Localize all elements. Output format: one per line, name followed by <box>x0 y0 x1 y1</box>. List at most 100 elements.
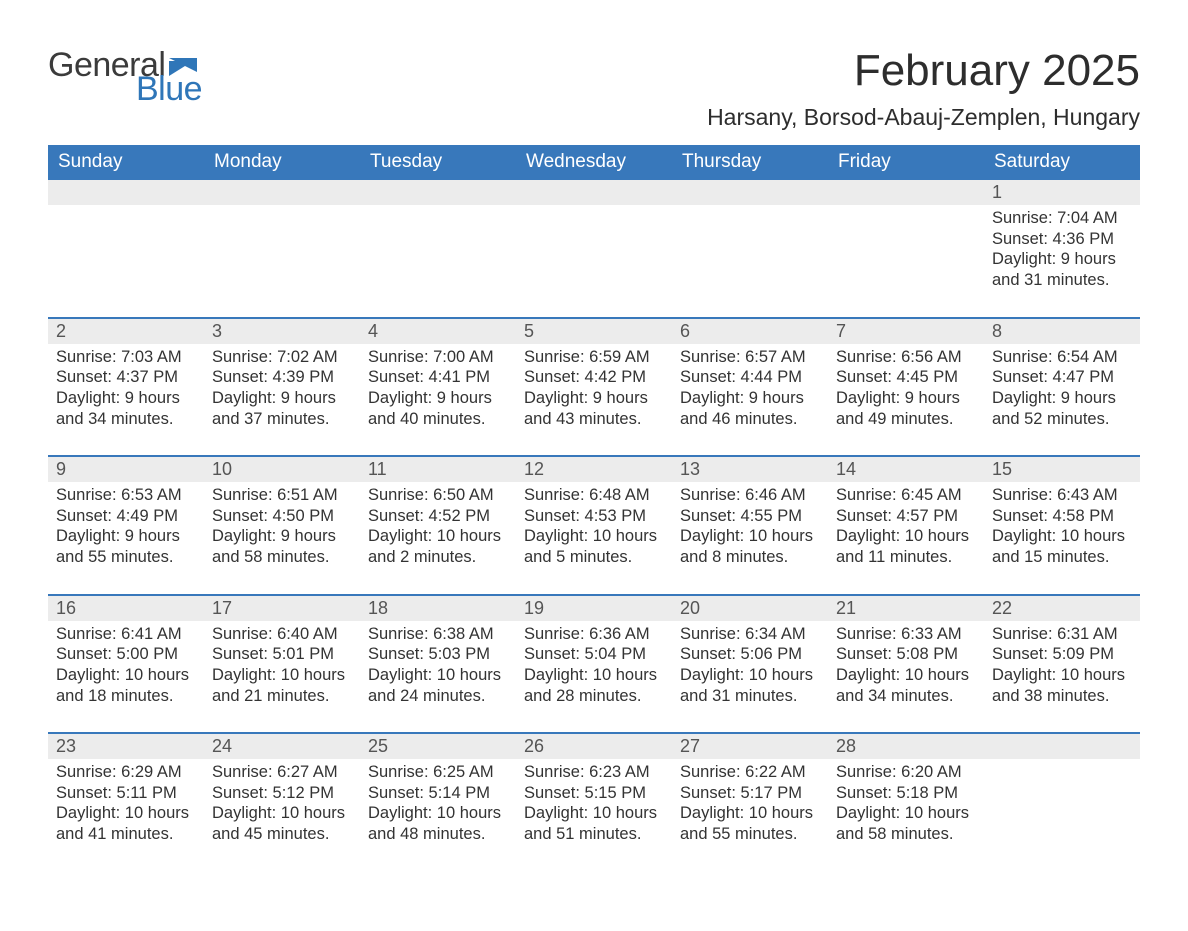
day-cell: Sunrise: 6:40 AMSunset: 5:01 PMDaylight:… <box>204 621 360 733</box>
day-number: 21 <box>828 596 984 621</box>
day-line: Sunrise: 6:54 AM <box>992 347 1132 368</box>
day-line: Sunrise: 6:48 AM <box>524 485 664 506</box>
day-line: and 18 minutes. <box>56 686 196 707</box>
day-line: Sunrise: 6:50 AM <box>368 485 508 506</box>
day-line: Sunrise: 6:34 AM <box>680 624 820 645</box>
day-number: 9 <box>48 457 204 482</box>
day-number: 11 <box>360 457 516 482</box>
day-cell: Sunrise: 7:00 AMSunset: 4:41 PMDaylight:… <box>360 344 516 456</box>
location-subtitle: Harsany, Borsod-Abauj-Zemplen, Hungary <box>707 104 1140 131</box>
day-line: Daylight: 10 hours <box>368 665 508 686</box>
day-cell: Sunrise: 6:50 AMSunset: 4:52 PMDaylight:… <box>360 482 516 594</box>
month-title: February 2025 <box>707 48 1140 94</box>
day-cell: Sunrise: 6:43 AMSunset: 4:58 PMDaylight:… <box>984 482 1140 594</box>
day-line: Daylight: 9 hours <box>56 526 196 547</box>
day-line: Sunset: 4:55 PM <box>680 506 820 527</box>
day-number <box>204 180 360 205</box>
day-cell: Sunrise: 6:25 AMSunset: 5:14 PMDaylight:… <box>360 759 516 871</box>
day-line: and 31 minutes. <box>992 270 1132 291</box>
day-cell: Sunrise: 6:22 AMSunset: 5:17 PMDaylight:… <box>672 759 828 871</box>
day-line: Daylight: 10 hours <box>992 665 1132 686</box>
day-line: Daylight: 10 hours <box>992 526 1132 547</box>
day-number: 13 <box>672 457 828 482</box>
day-cell <box>204 205 360 317</box>
day-cell: Sunrise: 6:23 AMSunset: 5:15 PMDaylight:… <box>516 759 672 871</box>
day-cell: Sunrise: 6:56 AMSunset: 4:45 PMDaylight:… <box>828 344 984 456</box>
day-line: Daylight: 10 hours <box>680 803 820 824</box>
day-line: Sunset: 5:15 PM <box>524 783 664 804</box>
day-line: Daylight: 9 hours <box>992 388 1132 409</box>
week-row: 16171819202122Sunrise: 6:41 AMSunset: 5:… <box>48 594 1140 733</box>
day-number: 4 <box>360 319 516 344</box>
day-cell: Sunrise: 7:02 AMSunset: 4:39 PMDaylight:… <box>204 344 360 456</box>
day-number: 20 <box>672 596 828 621</box>
day-cell: Sunrise: 6:34 AMSunset: 5:06 PMDaylight:… <box>672 621 828 733</box>
day-line: Sunrise: 6:46 AM <box>680 485 820 506</box>
day-line: Sunrise: 7:00 AM <box>368 347 508 368</box>
day-line: and 55 minutes. <box>56 547 196 568</box>
day-number-row: 9101112131415 <box>48 457 1140 482</box>
day-line: Daylight: 10 hours <box>836 665 976 686</box>
day-line: and 34 minutes. <box>56 409 196 430</box>
brand-logo: General Blue <box>48 48 202 106</box>
day-line: Sunrise: 6:23 AM <box>524 762 664 783</box>
weekday-header: Tuesday <box>360 145 516 180</box>
day-line: and 11 minutes. <box>836 547 976 568</box>
day-line: and 49 minutes. <box>836 409 976 430</box>
day-number <box>360 180 516 205</box>
day-number: 7 <box>828 319 984 344</box>
day-number: 3 <box>204 319 360 344</box>
day-cell: Sunrise: 6:57 AMSunset: 4:44 PMDaylight:… <box>672 344 828 456</box>
day-line: Sunset: 4:49 PM <box>56 506 196 527</box>
day-number: 2 <box>48 319 204 344</box>
day-line: Daylight: 9 hours <box>524 388 664 409</box>
day-cell: Sunrise: 6:53 AMSunset: 4:49 PMDaylight:… <box>48 482 204 594</box>
day-line: and 2 minutes. <box>368 547 508 568</box>
day-number-row: 16171819202122 <box>48 596 1140 621</box>
day-line: Daylight: 10 hours <box>368 526 508 547</box>
day-line: and 55 minutes. <box>680 824 820 845</box>
day-line: Sunrise: 6:27 AM <box>212 762 352 783</box>
day-line: and 5 minutes. <box>524 547 664 568</box>
day-line: Sunset: 4:42 PM <box>524 367 664 388</box>
day-line: Sunrise: 6:33 AM <box>836 624 976 645</box>
day-line: and 48 minutes. <box>368 824 508 845</box>
day-number <box>48 180 204 205</box>
day-line: Sunset: 5:00 PM <box>56 644 196 665</box>
day-line: and 8 minutes. <box>680 547 820 568</box>
day-line: Sunset: 5:11 PM <box>56 783 196 804</box>
day-cell: Sunrise: 6:27 AMSunset: 5:12 PMDaylight:… <box>204 759 360 871</box>
week-row: 232425262728Sunrise: 6:29 AMSunset: 5:11… <box>48 732 1140 871</box>
day-cell: Sunrise: 6:29 AMSunset: 5:11 PMDaylight:… <box>48 759 204 871</box>
day-line: Sunset: 5:06 PM <box>680 644 820 665</box>
day-line: Sunrise: 6:31 AM <box>992 624 1132 645</box>
day-cell <box>516 205 672 317</box>
brand-flag-icon <box>169 58 197 78</box>
weekday-header-row: Sunday Monday Tuesday Wednesday Thursday… <box>48 145 1140 180</box>
day-line: and 15 minutes. <box>992 547 1132 568</box>
day-line: Sunrise: 6:43 AM <box>992 485 1132 506</box>
day-line: Sunrise: 6:59 AM <box>524 347 664 368</box>
day-cell: Sunrise: 6:33 AMSunset: 5:08 PMDaylight:… <box>828 621 984 733</box>
day-number: 22 <box>984 596 1140 621</box>
day-line: and 41 minutes. <box>56 824 196 845</box>
day-line: Sunrise: 6:20 AM <box>836 762 976 783</box>
day-number-row: 232425262728 <box>48 734 1140 759</box>
weekday-header: Wednesday <box>516 145 672 180</box>
weekday-header: Saturday <box>984 145 1140 180</box>
day-line: and 24 minutes. <box>368 686 508 707</box>
day-cell: Sunrise: 6:36 AMSunset: 5:04 PMDaylight:… <box>516 621 672 733</box>
day-line: Sunrise: 6:40 AM <box>212 624 352 645</box>
day-body-row: Sunrise: 7:04 AMSunset: 4:36 PMDaylight:… <box>48 205 1140 317</box>
weekday-header: Friday <box>828 145 984 180</box>
day-line: Daylight: 9 hours <box>212 526 352 547</box>
day-number: 12 <box>516 457 672 482</box>
day-line: Sunset: 5:09 PM <box>992 644 1132 665</box>
day-cell: Sunrise: 6:54 AMSunset: 4:47 PMDaylight:… <box>984 344 1140 456</box>
day-number: 6 <box>672 319 828 344</box>
day-line: Sunset: 5:14 PM <box>368 783 508 804</box>
day-line: and 34 minutes. <box>836 686 976 707</box>
day-number: 24 <box>204 734 360 759</box>
week-row: 2345678Sunrise: 7:03 AMSunset: 4:37 PMDa… <box>48 317 1140 456</box>
day-line: Sunrise: 6:56 AM <box>836 347 976 368</box>
